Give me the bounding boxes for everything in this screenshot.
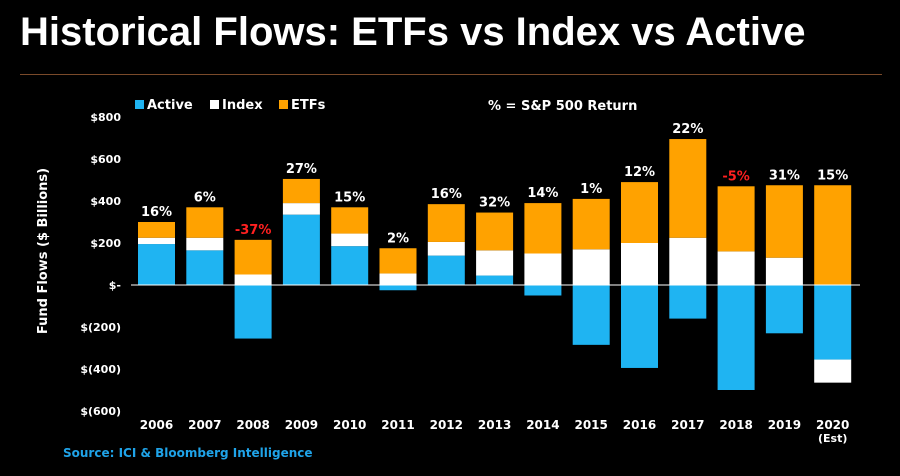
x-tick-label: 2015 xyxy=(574,418,607,432)
legend-label-index: Index xyxy=(222,98,263,113)
bar-active-2008 xyxy=(234,285,272,339)
return-label: 14% xyxy=(527,186,558,201)
x-tick-label: 2019 xyxy=(768,418,801,432)
bar-etfs-2012 xyxy=(427,204,465,242)
bar-active-2011 xyxy=(379,285,417,291)
return-label: 22% xyxy=(672,122,703,137)
bar-index-2006 xyxy=(138,237,175,245)
bar-etfs-2018 xyxy=(717,186,755,252)
bar-active-2012 xyxy=(427,255,465,285)
legend-swatch-active xyxy=(135,100,144,109)
bar-etfs-2014 xyxy=(524,203,562,254)
return-label: 16% xyxy=(431,187,462,202)
x-tick-label: 2009 xyxy=(285,418,318,432)
bar-index-2015 xyxy=(572,249,610,285)
bar-active-2014 xyxy=(524,285,562,296)
bar-active-2020 xyxy=(814,285,852,360)
bar-active-2013 xyxy=(476,275,514,285)
bar-etfs-2008 xyxy=(234,239,272,275)
bar-index-2012 xyxy=(427,241,465,256)
return-label: 15% xyxy=(334,190,365,205)
bar-active-2018 xyxy=(717,285,755,390)
bar-active-2006 xyxy=(138,244,175,285)
bar-active-2016 xyxy=(621,285,658,368)
legend-label-active: Active xyxy=(147,98,193,113)
bar-etfs-2010 xyxy=(331,207,369,234)
return-label: 15% xyxy=(817,168,848,183)
bar-index-2016 xyxy=(621,243,658,285)
return-label: 16% xyxy=(141,205,172,220)
x-tick-label: 2010 xyxy=(333,418,366,432)
bar-etfs-2007 xyxy=(186,207,224,238)
x-tick-label: 2017 xyxy=(671,418,704,432)
return-label: 2% xyxy=(387,231,409,246)
bar-active-2009 xyxy=(282,214,320,285)
return-label: 27% xyxy=(286,162,317,177)
x-tick-label: 2007 xyxy=(188,418,221,432)
bar-etfs-2011 xyxy=(379,248,417,274)
bar-etfs-2017 xyxy=(669,139,707,238)
y-tick-label: $800 xyxy=(90,111,121,124)
bar-index-2017 xyxy=(669,237,707,285)
bar-index-2007 xyxy=(186,237,224,251)
bar-etfs-2019 xyxy=(765,185,803,258)
bar-index-2011 xyxy=(379,273,417,285)
bar-etfs-2015 xyxy=(572,198,610,250)
y-tick-label: $(200) xyxy=(80,321,121,334)
bar-etfs-2013 xyxy=(476,212,514,251)
legend-label-etfs: ETFs xyxy=(291,98,326,113)
x-tick-label: 2016 xyxy=(623,418,656,432)
bar-etfs-2020 xyxy=(814,185,852,285)
y-tick-label: $600 xyxy=(90,153,121,166)
legend-swatch-index xyxy=(210,100,219,109)
return-label: 31% xyxy=(769,168,800,183)
return-label: -5% xyxy=(722,169,749,184)
return-label: -37% xyxy=(235,223,272,238)
return-label: 1% xyxy=(580,182,602,197)
x-tick-label: 2018 xyxy=(719,418,752,432)
x-tick-label: 2014 xyxy=(526,418,559,432)
return-label: 32% xyxy=(479,196,510,211)
bar-index-2009 xyxy=(282,203,320,215)
bar-active-2007 xyxy=(186,250,224,285)
x-tick-label: 2011 xyxy=(381,418,414,432)
y-tick-label: $(600) xyxy=(80,405,121,418)
x-tick-label: 2013 xyxy=(478,418,511,432)
y-tick-label: $- xyxy=(109,279,121,292)
x-tick-label: 2006 xyxy=(140,418,173,432)
bar-index-2014 xyxy=(524,253,562,285)
bar-active-2010 xyxy=(331,246,369,285)
y-tick-label: $400 xyxy=(90,195,121,208)
y-axis-label: Fund Flows ($ Billions) xyxy=(36,168,51,334)
source-note: Source: ICI & Bloomberg Intelligence xyxy=(63,446,313,460)
bar-index-2010 xyxy=(331,233,369,247)
bar-index-2008 xyxy=(234,274,272,285)
bar-active-2019 xyxy=(765,285,803,334)
bar-index-2020 xyxy=(814,359,852,383)
return-label: 6% xyxy=(194,190,216,205)
bar-index-2019 xyxy=(765,257,803,285)
bar-active-2015 xyxy=(572,285,610,345)
bar-index-2018 xyxy=(717,251,755,285)
returns-note: % = S&P 500 Return xyxy=(488,99,637,114)
x-tick-label: 2020 xyxy=(816,418,849,432)
page-title: Historical Flows: ETFs vs Index vs Activ… xyxy=(20,10,806,54)
title-divider xyxy=(20,74,882,75)
y-tick-label: $(400) xyxy=(80,363,121,376)
y-tick-label: $200 xyxy=(90,237,121,250)
bar-etfs-2009 xyxy=(282,178,320,204)
x-tick-label: 2012 xyxy=(430,418,463,432)
bar-active-2017 xyxy=(669,285,707,319)
x-tick-label: 2008 xyxy=(236,418,269,432)
legend-swatch-etfs xyxy=(279,100,288,109)
bar-index-2013 xyxy=(476,250,514,276)
bar-etfs-2016 xyxy=(621,182,658,243)
return-label: 12% xyxy=(624,165,655,180)
x-tick-sublabel: (Est) xyxy=(818,432,847,445)
bar-etfs-2006 xyxy=(138,222,175,238)
